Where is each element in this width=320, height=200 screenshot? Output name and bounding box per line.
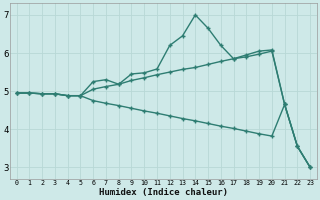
X-axis label: Humidex (Indice chaleur): Humidex (Indice chaleur) <box>99 188 228 197</box>
